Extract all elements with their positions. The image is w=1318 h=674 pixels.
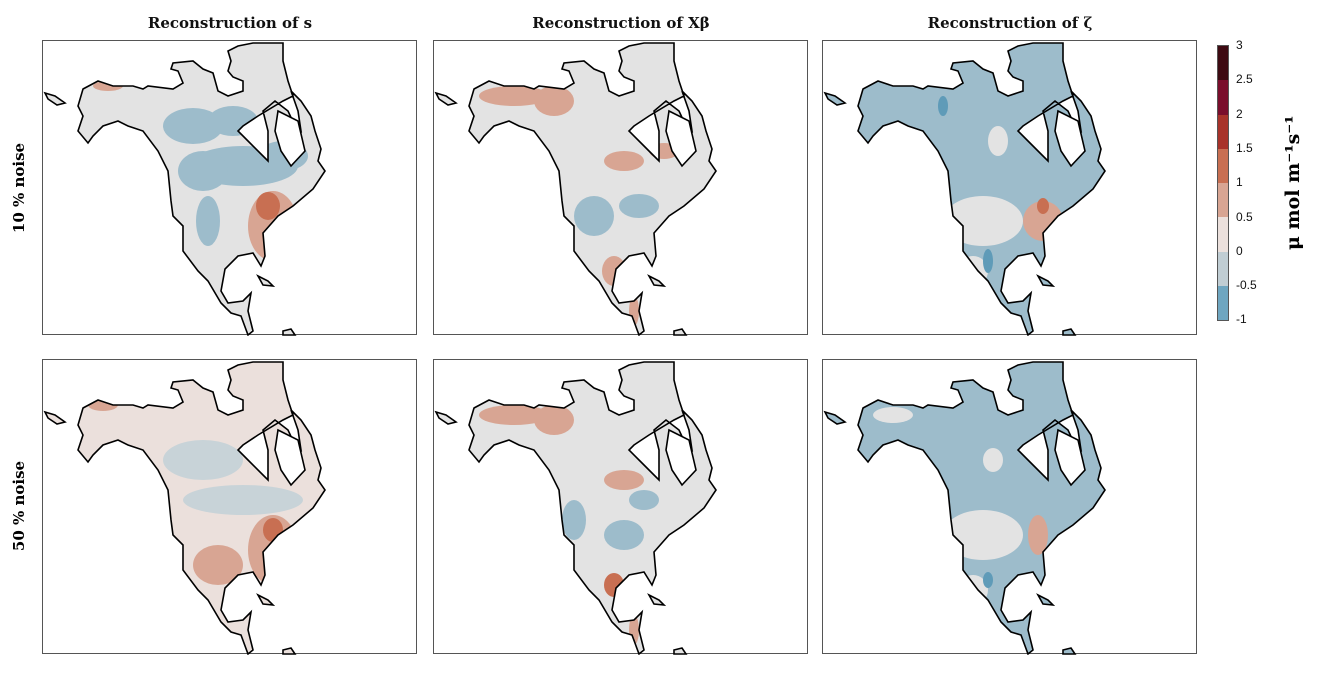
hudson-bay (1054, 109, 1086, 168)
anomaly-region (604, 573, 624, 597)
map-xbeta-50 (433, 359, 808, 655)
land (436, 43, 716, 335)
anomaly-region (604, 151, 644, 171)
map-zeta-50 (822, 359, 1197, 655)
colorbar-segment (1218, 217, 1228, 252)
anomaly-region (193, 545, 243, 585)
hudson-bay (665, 109, 697, 168)
anomaly-region (604, 520, 644, 550)
anomaly-region (263, 518, 283, 542)
anomaly-region (562, 500, 586, 540)
coastline (43, 361, 326, 655)
anomaly-region (178, 151, 228, 191)
title-zeta: Reconstruction of ζ (927, 14, 1093, 32)
anomaly-region (983, 249, 993, 273)
anomaly-region (629, 490, 659, 510)
colorbar-segment (1218, 251, 1228, 286)
anomaly-region (163, 440, 243, 480)
coastline (434, 42, 717, 336)
colorbar-segment (1218, 148, 1228, 183)
anomaly-region (1028, 515, 1048, 555)
anomaly-region (168, 585, 198, 615)
hudson-bay (274, 428, 306, 487)
anomaly-region (196, 196, 220, 246)
colorbar-segment (1218, 80, 1228, 115)
hudson-bay (274, 109, 306, 168)
colorbar-tick: 1.5 (1236, 140, 1253, 155)
colorbar-tick: 0.5 (1236, 209, 1253, 224)
anomaly-region (534, 86, 574, 116)
colorbar-tick: 0 (1236, 243, 1243, 258)
colorbar-tick: -1 (1236, 312, 1247, 327)
colorbar-tick: -0.5 (1236, 278, 1257, 293)
anomaly-region (183, 485, 303, 515)
map-s-50 (42, 359, 417, 655)
row-label-50-noise: 50 % noise (10, 460, 28, 552)
anomaly-region (479, 405, 549, 425)
coastline (823, 42, 1106, 336)
map-zeta-10 (822, 40, 1197, 336)
colorbar-label: μ mol m⁻¹s⁻¹ (1282, 115, 1304, 250)
anomaly-region (943, 196, 1023, 246)
colorbar-tick: 2 (1236, 106, 1243, 121)
anomaly-region (604, 470, 644, 490)
anomaly-region (1037, 198, 1049, 214)
title-xbeta: Reconstruction of Xβ (532, 14, 710, 32)
colorbar-segment (1218, 114, 1228, 149)
anomaly-region (574, 196, 614, 236)
colorbar-segment (1218, 183, 1228, 218)
anomaly-region (988, 126, 1008, 156)
coastline (434, 361, 717, 655)
colorbar (1217, 45, 1229, 321)
map-s-10 (42, 40, 417, 336)
map-xbeta-10 (433, 40, 808, 336)
anomaly-region (983, 572, 993, 588)
colorbar-tick: 2.5 (1236, 72, 1253, 87)
colorbar-tick: 3 (1236, 38, 1243, 52)
coastline (43, 42, 326, 336)
anomaly-region (163, 108, 223, 144)
coastline (823, 361, 1106, 655)
title-s: Reconstruction of s (147, 14, 313, 32)
land (45, 362, 325, 654)
anomaly-region (479, 86, 549, 106)
anomaly-region (983, 448, 1003, 472)
hudson-bay (665, 428, 697, 487)
anomaly-region (873, 407, 913, 423)
colorbar-segment (1218, 285, 1228, 320)
hudson-bay (1054, 428, 1086, 487)
anomaly-region (534, 405, 574, 435)
colorbar-segment (1218, 46, 1228, 81)
colorbar-tick: 1 (1236, 175, 1243, 190)
row-label-10-noise: 10 % noise (10, 142, 28, 234)
anomaly-region (256, 192, 280, 220)
land (825, 362, 1105, 654)
land (825, 43, 1105, 335)
anomaly-region (943, 510, 1023, 560)
anomaly-region (938, 96, 948, 116)
anomaly-region (619, 194, 659, 218)
